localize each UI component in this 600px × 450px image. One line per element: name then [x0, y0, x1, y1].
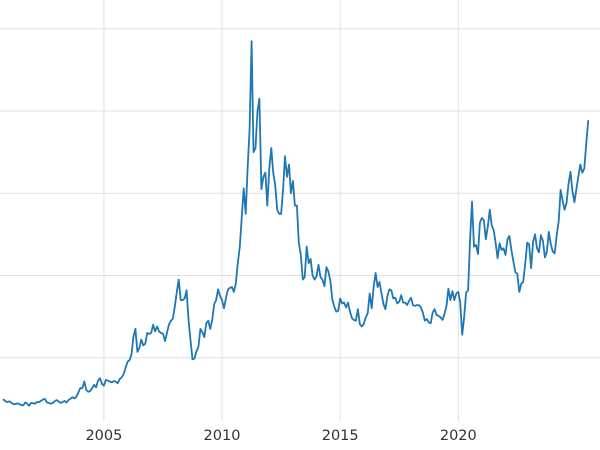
x-tick-label: 2010 — [204, 428, 241, 444]
price-line — [2, 40, 590, 407]
x-tick-label: 2005 — [85, 428, 122, 444]
x-tick-label: 2015 — [322, 428, 359, 444]
x-tick-label: 2020 — [440, 428, 477, 444]
